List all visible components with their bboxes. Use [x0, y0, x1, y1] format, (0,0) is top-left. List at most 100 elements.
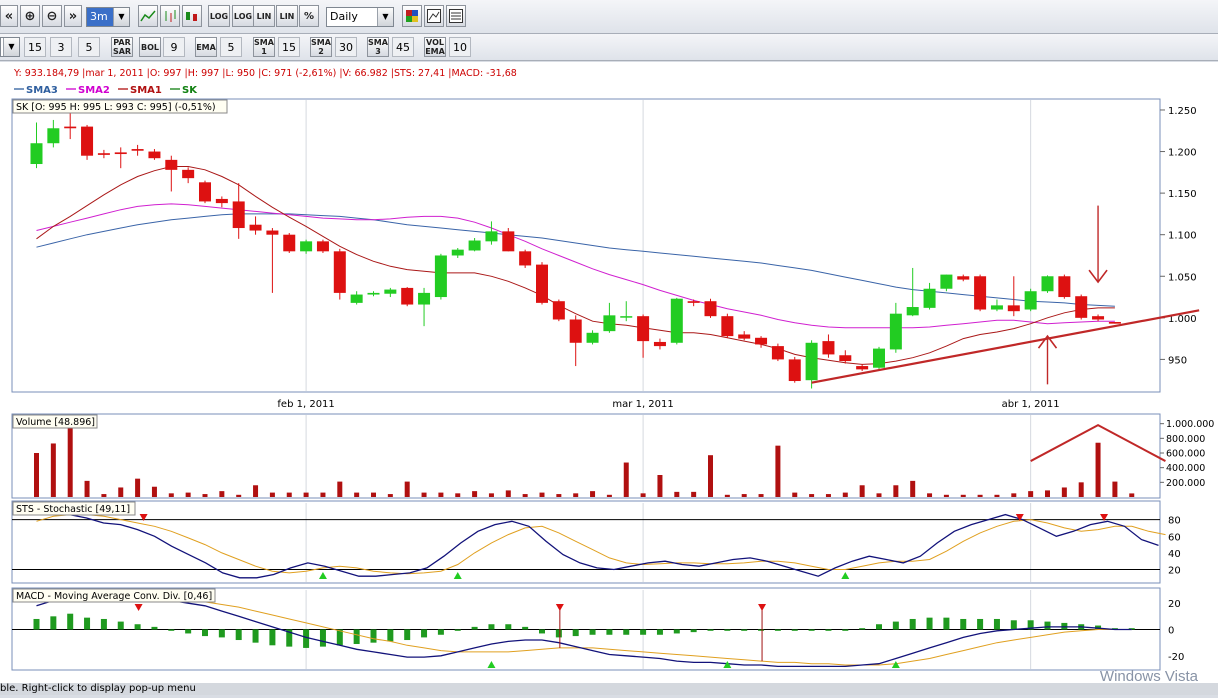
scroll-right-icon[interactable]: »	[64, 5, 82, 27]
lin-ratio-button[interactable]: LIN	[276, 5, 298, 27]
macd-axis: 20 0 -20	[1168, 599, 1184, 663]
sma1-period[interactable]: 15	[278, 37, 300, 57]
color-settings-icon[interactable]	[402, 5, 422, 27]
macd-sell-marker-1	[555, 604, 564, 611]
macd-hist-bar-55	[960, 618, 967, 630]
bol-period[interactable]: 9	[163, 37, 185, 57]
bollinger-button[interactable]: BOL	[139, 37, 161, 57]
lin-scale-button[interactable]: LIN	[253, 5, 275, 27]
candle-body-13	[249, 224, 262, 231]
candle-body-8	[165, 159, 178, 170]
percent-label: %	[303, 10, 315, 22]
macd-hist-bar-26	[471, 626, 478, 630]
candle-body-22	[401, 287, 414, 305]
stoch-d-path	[36, 514, 1166, 575]
candle-body-52	[906, 307, 919, 316]
param-2[interactable]: 3	[50, 37, 72, 57]
zoom-in-icon[interactable]: ⊕	[20, 5, 40, 27]
volume-axis: 200.000 400.000 600.000 800.000 1.000.000	[1160, 419, 1214, 489]
vol-tick-label-4: 1.000.000	[1166, 419, 1214, 430]
volume-bar-49	[859, 485, 865, 497]
candle-chart-icon[interactable]	[182, 5, 202, 27]
macd-hist-bar-20	[370, 629, 377, 643]
param-3[interactable]: 5	[78, 37, 100, 57]
macd-hist-bar-50	[876, 624, 882, 630]
parabolic-sar-button[interactable]: PAR SAR	[111, 37, 133, 57]
ema-label: EMA	[196, 42, 216, 52]
macd-hist-bar-4	[100, 618, 107, 630]
stoch-panel-label: STS - Stochastic [49,11]	[16, 504, 130, 515]
candle-body-3	[81, 126, 94, 156]
volume-bar-17	[320, 492, 326, 497]
period-select[interactable]: Daily ▼	[326, 7, 394, 27]
volume-bar-57	[994, 494, 1000, 497]
sma2-period[interactable]: 30	[335, 37, 357, 57]
vol-tick-label-2: 600.000	[1166, 449, 1205, 460]
stoch-sell-marker-2	[1100, 514, 1109, 521]
volume-ema-period[interactable]: 10	[449, 37, 471, 57]
price-tick-label-2: 1.050	[1168, 272, 1197, 283]
sma1-button[interactable]: SMA 1	[253, 37, 275, 57]
volume-bar-3	[84, 480, 90, 497]
ema-period[interactable]: 5	[220, 37, 242, 57]
macd-tick-label-0: 20	[1168, 599, 1181, 610]
scroll-left-icon[interactable]: «	[0, 5, 18, 27]
sma3-button[interactable]: SMA 3	[367, 37, 389, 57]
log-scale-button[interactable]: LOG	[208, 5, 230, 27]
macd-hist-bar-60	[1044, 621, 1051, 630]
candle-body-46	[805, 342, 818, 381]
volume-bars	[34, 420, 1135, 497]
indicator-toolbar: ▼ 15 3 5 PAR SAR BOL 9 EMA 5 SMA 1 15 SM…	[0, 34, 1218, 61]
log-ratio-button[interactable]: LOG	[232, 5, 254, 27]
indicator-select[interactable]: ▼	[0, 37, 20, 57]
range-select[interactable]: 3m ▼	[86, 7, 130, 27]
candle-body-18	[333, 251, 346, 293]
table-glyph	[449, 9, 463, 23]
stochastic-panel[interactable]	[11, 500, 1161, 584]
macd-buy-marker-1	[723, 661, 732, 668]
stoch-tick-label-0: 20	[1168, 566, 1181, 577]
candle-body-41	[721, 316, 734, 337]
ohlc-chart-icon[interactable]	[160, 5, 180, 27]
macd-hist-bar-35	[623, 629, 630, 635]
param-1[interactable]: 15	[24, 37, 46, 57]
macd-hist-bar-5	[117, 621, 124, 630]
line-chart-icon[interactable]	[138, 5, 158, 27]
candle-body-49	[856, 366, 869, 370]
volume-bar-65	[1129, 493, 1135, 497]
candle-body-12	[232, 201, 245, 229]
volume-bar-63	[1095, 442, 1101, 497]
macd-hist-bar-15	[286, 629, 293, 647]
candle-body-45	[788, 359, 801, 382]
percent-button[interactable]: %	[299, 5, 319, 27]
macd-hist-bar-12	[235, 629, 242, 641]
volema-label: VOL EMA	[425, 38, 445, 56]
macd-hist-bar-47	[825, 629, 832, 631]
price-panel-label: SK [O: 995 H: 995 L: 993 C: 995] (-0,51%…	[16, 102, 216, 113]
candle-body-1	[47, 128, 60, 144]
chart-area[interactable]: Y: 933.184,79 |mar 1, 2011 |O: 997 |H: 9…	[0, 62, 1218, 695]
volume-bar-27	[488, 493, 494, 497]
ema-button[interactable]: EMA	[195, 37, 217, 57]
sma2-label: SMA 2	[311, 38, 331, 56]
chart-settings-icon[interactable]	[424, 5, 444, 27]
data-table-icon[interactable]	[446, 5, 466, 27]
chevron-down-icon: ▼	[113, 8, 129, 26]
zoom-out-icon[interactable]: ⊖	[42, 5, 62, 27]
volume-bar-13	[253, 485, 259, 497]
macd-hist-bar-49	[859, 628, 866, 630]
stoch-sell-marker-0	[139, 514, 148, 521]
sma3-period[interactable]: 45	[392, 37, 414, 57]
volume-ema-button[interactable]: VOL EMA	[424, 37, 446, 57]
volume-panel[interactable]	[11, 413, 1161, 499]
stoch-buy-marker-1	[453, 572, 462, 579]
candle-body-40	[704, 301, 717, 317]
price-panel[interactable]	[11, 98, 1161, 393]
macd-hist-bar-59	[1027, 620, 1034, 630]
period-value: Daily	[330, 10, 358, 23]
volume-bar-31	[556, 494, 562, 497]
chart-svg[interactable]: Y: 933.184,79 |mar 1, 2011 |O: 997 |H: 9…	[0, 62, 1218, 695]
sma2-button[interactable]: SMA 2	[310, 37, 332, 57]
candle-body-44	[771, 346, 784, 360]
candle-body-20	[367, 292, 380, 295]
